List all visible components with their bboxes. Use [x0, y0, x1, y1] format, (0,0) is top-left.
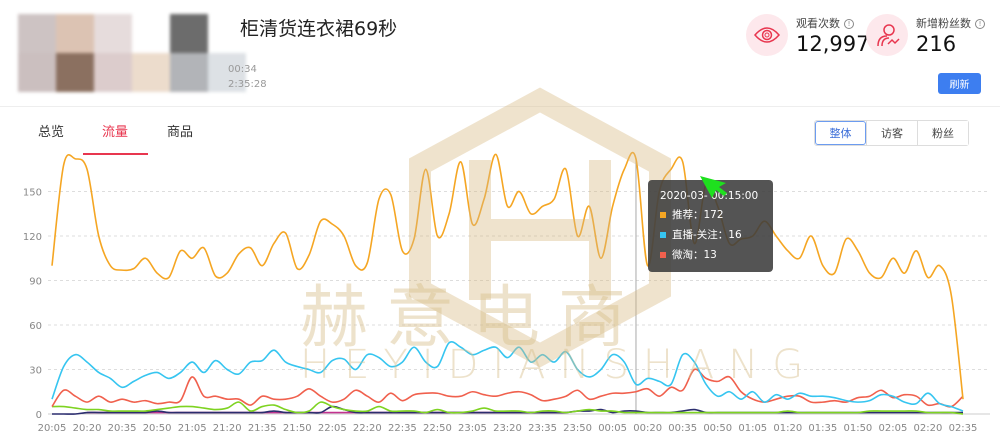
stat-label: 新增粉丝数: [916, 16, 971, 30]
y-tick-label: 90: [29, 277, 42, 288]
active-tab-indicator: [83, 153, 148, 155]
stat-value: 216: [916, 31, 957, 56]
thumbnail-cell: [132, 14, 170, 53]
x-tick-label: 01:35: [808, 423, 837, 434]
live-thumbnail: [18, 14, 258, 92]
series-line-0: [51, 151, 964, 400]
y-tick-label: 0: [36, 410, 42, 421]
y-tick-label: 60: [29, 321, 42, 332]
x-tick-label: 21:20: [213, 423, 242, 434]
x-tick-label: 22:05: [318, 423, 347, 434]
thumbnail-cell: [170, 53, 208, 92]
user-plus-icon: [866, 14, 908, 56]
tooltip-row: 推荐：172: [672, 209, 724, 221]
x-tick-label: 23:05: [458, 423, 487, 434]
tab-overview[interactable]: 总览: [38, 125, 65, 140]
x-tick-label: 21:05: [178, 423, 207, 434]
audience-segment-control: 整体 访客 粉丝: [814, 120, 969, 146]
thumbnail-cell: [208, 14, 246, 53]
stat-new-fans: 新增粉丝数! 216: [866, 14, 985, 56]
thumbnail-cell: [132, 53, 170, 92]
x-tick-label: 02:20: [914, 423, 943, 434]
stat-value: 12,997: [796, 31, 870, 56]
x-tick-label: 02:35: [949, 423, 978, 434]
x-tick-label: 20:35: [108, 423, 137, 434]
x-tick-label: 02:05: [879, 423, 908, 434]
legend-swatch: [660, 211, 666, 218]
thumbnail-cell: [18, 14, 56, 53]
legend-swatch: [660, 231, 666, 238]
x-tick-label: 01:20: [773, 423, 802, 434]
series-line-1: [51, 341, 964, 412]
segment-fans[interactable]: 粉丝: [917, 121, 968, 145]
stat-label: 观看次数: [796, 16, 840, 30]
x-tick-label: 21:50: [283, 423, 312, 434]
x-tick-label: 00:50: [703, 423, 732, 434]
x-tick-label: 23:20: [493, 423, 522, 434]
thumbnail-cell: [94, 53, 132, 92]
x-tick-label: 00:35: [668, 423, 697, 434]
tab-products[interactable]: 商品: [167, 125, 194, 140]
x-tick-label: 01:05: [738, 423, 767, 434]
x-tick-label: 20:05: [38, 423, 67, 434]
live-title: 柜清货连衣裙69秒: [240, 18, 398, 40]
x-tick-label: 22:35: [388, 423, 417, 434]
info-icon[interactable]: !: [844, 18, 854, 29]
x-tick-label: 21:35: [248, 423, 277, 434]
chart-tooltip: 2020-03- 00:15:00 推荐：172 直播-关注：16 微淘：13: [648, 180, 773, 272]
divider: [0, 106, 1000, 107]
thumbnail-cell: [56, 53, 94, 92]
thumbnail-cell: [170, 14, 208, 53]
segment-visitors[interactable]: 访客: [866, 121, 917, 145]
stat-views: 观看次数! 12,997: [746, 14, 869, 56]
series-line-3: [51, 401, 964, 415]
y-tick-label: 150: [23, 188, 42, 199]
tooltip-row: 微淘：13: [672, 249, 717, 261]
x-tick-label: 01:50: [843, 423, 872, 434]
y-tick-label: 30: [29, 366, 42, 377]
x-tick-label: 23:50: [563, 423, 592, 434]
y-tick-label: 120: [23, 232, 42, 243]
thumbnail-cell: [18, 53, 56, 92]
thumbnail-cell: [208, 53, 246, 92]
thumbnail-cell: [56, 14, 94, 53]
thumbnail-cell: [94, 14, 132, 53]
x-tick-label: 20:50: [143, 423, 172, 434]
tooltip-time: 2020-03- 00:15:00: [660, 190, 759, 202]
tab-traffic[interactable]: 流量: [102, 125, 129, 140]
x-tick-label: 20:20: [73, 423, 102, 434]
series-line-2: [51, 368, 964, 408]
legend-swatch: [660, 251, 666, 258]
x-tick-label: 22:20: [353, 423, 382, 434]
end-time: 2:35:28: [228, 79, 267, 90]
x-tick-label: 00:20: [633, 423, 662, 434]
refresh-button[interactable]: 刷新: [938, 73, 981, 94]
x-tick-label: 23:35: [528, 423, 557, 434]
x-tick-label: 22:50: [423, 423, 452, 434]
eye-icon: [746, 14, 788, 56]
tooltip-row: 直播-关注：16: [672, 229, 742, 241]
info-icon[interactable]: !: [975, 18, 985, 29]
start-time: 00:34: [228, 64, 257, 75]
x-tick-label: 00:05: [598, 423, 627, 434]
segment-all[interactable]: 整体: [815, 121, 866, 145]
